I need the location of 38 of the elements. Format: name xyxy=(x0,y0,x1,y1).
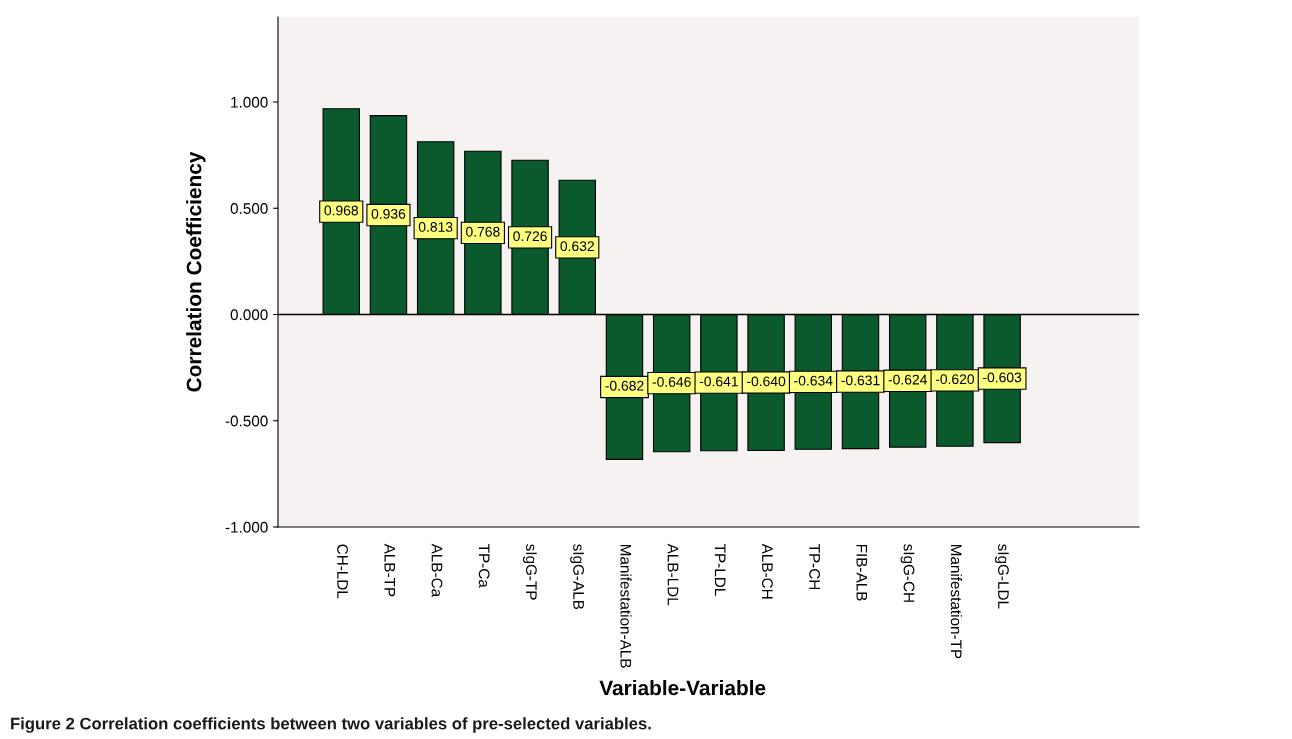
data-label: -0.603 xyxy=(983,372,1022,383)
x-tick-label: ALB-LDL xyxy=(667,543,679,606)
x-tick-label: ALB-TP xyxy=(384,543,396,597)
x-axis-title: Variable-Variable xyxy=(599,680,766,696)
x-tick-label: TP-Ca xyxy=(478,544,490,588)
data-label: 0.813 xyxy=(418,222,453,232)
y-tick-label: 1.000 xyxy=(231,96,268,108)
x-tick-label: TP-CH xyxy=(809,544,821,590)
data-label: -0.682 xyxy=(605,380,644,391)
data-label: -0.640 xyxy=(747,376,786,387)
data-label: -0.624 xyxy=(888,374,927,385)
caption: Figure 2 Correlation coefficients between two variables of pre-selected variables. xyxy=(11,717,651,733)
data-label: -0.631 xyxy=(841,375,880,386)
x-tick-label: TP-LDL xyxy=(714,544,726,596)
y-tick-label: -1.000 xyxy=(225,521,268,533)
x-tick-label: Manifestation-ALB xyxy=(620,544,632,668)
y-tick-label: -0.500 xyxy=(225,415,268,427)
data-label: -0.620 xyxy=(935,374,975,385)
x-tick-label: sIgG-TP xyxy=(522,544,537,600)
y-tick-label: 0.000 xyxy=(230,309,268,321)
x-tick-label: sIgG-LDL xyxy=(994,544,1009,609)
x-tick-label: sIgG-ALB xyxy=(570,544,584,610)
x-tick-label: ALB-CH xyxy=(761,543,773,599)
x-tick-label: Manifestation-TP xyxy=(950,544,963,659)
y-tick-label: 0.500 xyxy=(230,203,268,214)
x-tick-label: sIgG-CH xyxy=(900,544,915,602)
data-label: -0.634 xyxy=(794,375,833,386)
y-axis-title: Correlation Coefficiency xyxy=(186,151,206,392)
data-label: -0.646 xyxy=(652,377,691,387)
data-label: 0.936 xyxy=(371,208,406,219)
x-tick-label: ALB-Ca xyxy=(431,543,443,598)
data-label: 0.768 xyxy=(466,226,500,237)
data-label: 0.726 xyxy=(513,231,547,242)
data-label: -0.641 xyxy=(699,376,738,387)
x-tick-label: FIB-ALB xyxy=(856,544,868,601)
x-tick-label: CH-LDL xyxy=(337,544,348,599)
data-label: 0.632 xyxy=(560,241,594,252)
data-label: 0.968 xyxy=(324,205,359,216)
